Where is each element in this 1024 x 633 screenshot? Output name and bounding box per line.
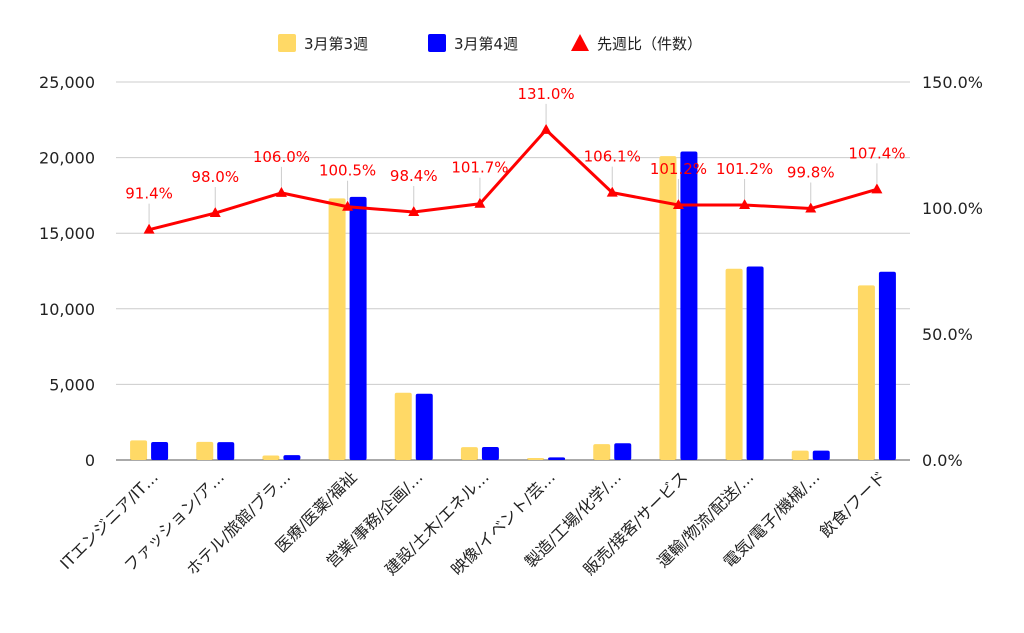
left-tick-label: 20,000 <box>39 149 95 168</box>
bar-series-4w <box>349 196 367 461</box>
right-tick-label: 100.0% <box>922 199 983 218</box>
left-tick-label: 15,000 <box>39 224 95 243</box>
legend-swatch <box>278 34 296 52</box>
ratio-point <box>672 198 684 209</box>
ratio-point <box>143 223 155 234</box>
legend-label: 3月第3週 <box>304 35 368 53</box>
bar-series-4w <box>151 442 169 460</box>
category-label: 飲食/フード <box>816 467 890 541</box>
left-tick-label: 10,000 <box>39 300 95 319</box>
bar-series-3w <box>659 156 677 460</box>
ratio-data-label: 101.2% <box>650 160 707 178</box>
bar-series-3w <box>460 447 478 460</box>
ratio-data-label: 98.4% <box>390 167 438 185</box>
ratio-data-label: 107.4% <box>848 144 905 162</box>
bar-series-4w <box>680 151 698 460</box>
right-tick-label: 150.0% <box>922 73 983 92</box>
ratio-line: 91.4% 98.0% 106.0% 100.5% 98.4% 101.7% 131.0% 1… <box>125 85 906 234</box>
gridlines <box>116 81 910 461</box>
ratio-point <box>474 197 486 208</box>
left-axis-ticks: 0 5,000 10,000 15,000 20,000 25,000 <box>39 73 95 470</box>
bar-series-3w <box>857 285 875 460</box>
bar-series-4w <box>614 443 632 460</box>
bar-series-3w <box>130 440 148 460</box>
legend-swatch <box>428 34 446 52</box>
left-tick-label: 25,000 <box>39 73 95 92</box>
bar-series-4w <box>746 266 764 460</box>
ratio-point <box>871 183 883 194</box>
ratio-point <box>408 206 420 217</box>
bar-series-4w <box>415 393 433 460</box>
bar-series-3w <box>394 392 412 460</box>
ratio-point <box>342 200 354 211</box>
ratio-point <box>209 207 221 218</box>
ratio-data-label: 100.5% <box>319 162 376 180</box>
bar-series-3w <box>196 441 214 460</box>
bar-series-4w <box>548 457 566 460</box>
left-tick-label: 5,000 <box>49 375 95 394</box>
ratio-point <box>275 186 287 197</box>
category-labels: ITエンジニア/IT…ファッション/ア…ホテル/旅館/ブラ…医療/医薬/福祉営業… <box>56 467 889 579</box>
bar-series-3w <box>527 458 545 460</box>
bar-series-3w <box>791 450 809 460</box>
ratio-data-label: 99.8% <box>787 164 835 182</box>
left-tick-label: 0 <box>85 451 95 470</box>
bar-series-3w <box>593 444 611 460</box>
right-tick-label: 0.0% <box>922 451 963 470</box>
ratio-point <box>805 202 817 213</box>
legend-label: 3月第4週 <box>454 35 518 53</box>
ratio-data-label: 101.7% <box>451 159 508 177</box>
bars <box>130 151 896 461</box>
bar-series-4w <box>481 446 499 460</box>
bar-series-3w <box>262 455 280 460</box>
right-axis-ticks: 0.0% 50.0% 100.0% 150.0% <box>922 73 983 470</box>
ratio-data-label: 91.4% <box>125 185 173 203</box>
ratio-point <box>540 123 552 134</box>
right-tick-label: 50.0% <box>922 325 973 344</box>
ratio-point <box>606 186 618 197</box>
bar-series-4w <box>878 271 896 460</box>
ratio-line-path <box>148 128 878 232</box>
ratio-data-label: 106.0% <box>253 148 310 166</box>
bar-series-4w <box>217 442 235 460</box>
ratio-data-label: 101.2% <box>716 160 773 178</box>
legend-label: 先週比（件数） <box>597 35 702 53</box>
bar-series-3w <box>328 198 346 460</box>
bar-series-4w <box>812 450 830 460</box>
ratio-data-label: 106.1% <box>584 148 641 166</box>
ratio-data-label: 98.0% <box>191 168 239 186</box>
bar-series-3w <box>725 268 743 460</box>
ratio-point <box>739 198 751 209</box>
legend: 3月第3週 3月第4週 先週比（件数） <box>278 34 702 53</box>
ratio-data-label: 131.0% <box>517 85 574 103</box>
legend-swatch <box>571 34 589 51</box>
bar-series-4w <box>283 455 301 460</box>
